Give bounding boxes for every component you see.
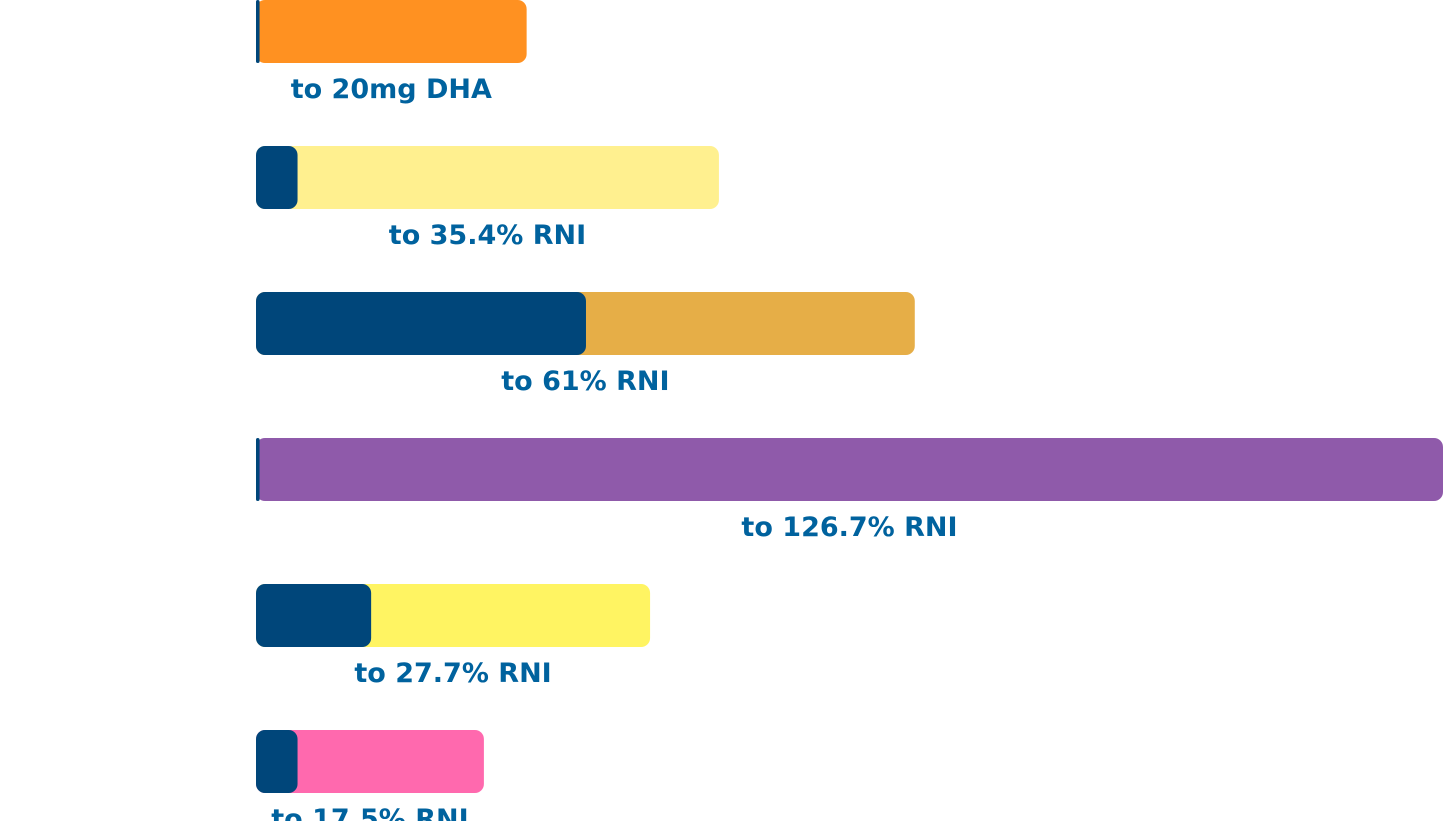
bar-label: to 27.7% RNI — [354, 658, 551, 689]
bar-row: to 17.5% RNI — [256, 730, 484, 821]
bar-baseline — [256, 0, 260, 63]
bar-baseline — [256, 584, 372, 647]
bar-baseline — [256, 146, 298, 209]
bar-baseline — [256, 292, 586, 355]
bar-row: to 35.4% RNI — [256, 146, 719, 251]
bar-row: to 27.7% RNI — [256, 584, 651, 689]
bar-baseline — [256, 438, 260, 501]
bar-total — [256, 146, 719, 209]
bar-label: to 17.5% RNI — [271, 804, 468, 821]
bar-label: to 20mg DHA — [291, 74, 492, 105]
bar-total — [256, 730, 484, 793]
bar-total — [256, 438, 1443, 501]
bar-row: to 20mg DHA — [256, 0, 527, 105]
bar-label: to 35.4% RNI — [389, 220, 586, 251]
bar-label: to 61% RNI — [501, 366, 669, 397]
bar-row: to 126.7% RNI — [256, 438, 1443, 543]
bar-baseline — [256, 730, 298, 793]
bar-row: to 61% RNI — [256, 292, 915, 397]
bar-label: to 126.7% RNI — [741, 512, 957, 543]
bar-total — [256, 0, 527, 63]
